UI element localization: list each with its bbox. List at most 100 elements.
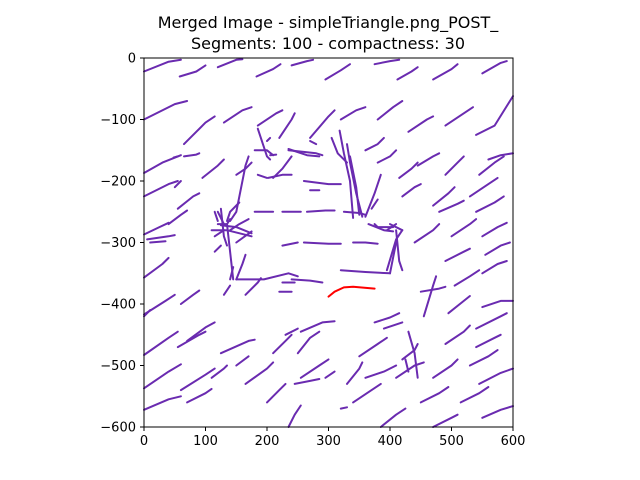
segment-line (339, 106, 367, 121)
segment-line (339, 406, 348, 410)
segment-line (432, 63, 459, 81)
segment-line (143, 155, 179, 174)
segment-line (183, 152, 201, 158)
segment-line (481, 221, 508, 238)
segment-line (235, 355, 250, 367)
segment-line (382, 321, 404, 330)
segment-line (146, 234, 176, 241)
segment-line (201, 158, 225, 179)
segment-line (272, 155, 293, 179)
segment-line (419, 285, 447, 293)
segment-line (484, 241, 511, 256)
segment-line (173, 180, 182, 189)
segment-line (475, 333, 502, 349)
segment-line (219, 338, 256, 355)
segment-line (444, 324, 471, 345)
segment-line (475, 95, 514, 136)
segment-line (256, 173, 268, 179)
segment-line (373, 58, 401, 66)
segment-line (413, 223, 441, 244)
plot-frame (143, 57, 514, 428)
segment-line (229, 155, 250, 222)
segment-line (179, 367, 216, 392)
segment-line (338, 129, 355, 219)
segment-line (364, 364, 398, 379)
segment-line (290, 58, 315, 67)
segment-line (186, 321, 216, 342)
segment-line (226, 201, 241, 222)
segment-line (143, 256, 170, 279)
segment-line (302, 241, 342, 245)
segment-line (438, 199, 465, 213)
segment-line (284, 327, 299, 336)
x-tick-label: 200 (255, 434, 280, 449)
segment-line (481, 260, 508, 275)
segment-line (226, 223, 235, 281)
segment-line (213, 210, 219, 222)
segment-line (216, 210, 225, 226)
segment-line (253, 149, 275, 157)
segment-line (444, 106, 474, 127)
segment-line (143, 58, 182, 73)
segment-line (309, 140, 318, 146)
chart-subtitle: Segments: 100 - compactness: 30 (191, 34, 465, 53)
segment-line (179, 289, 201, 305)
segment-line (444, 247, 471, 262)
segment-line (324, 63, 351, 81)
segment-line (432, 186, 456, 207)
segment-line (266, 382, 287, 404)
segment-line (256, 127, 272, 161)
segment-line (299, 358, 330, 379)
y-tick-label: −100 (100, 113, 136, 128)
x-tick-label: 400 (378, 434, 403, 449)
highlight-segment (327, 285, 376, 298)
segment-line (222, 284, 232, 296)
segment-line (213, 229, 225, 238)
segment-line (389, 241, 398, 275)
segment-line (447, 295, 471, 315)
segment-line (143, 221, 170, 236)
segment-line (376, 149, 398, 164)
y-tick-label: 0 (128, 52, 136, 67)
segment-line (143, 395, 182, 411)
segment-line (432, 358, 459, 379)
y-tick-label: −600 (100, 421, 136, 436)
segment-line (309, 109, 336, 139)
segment-line (475, 195, 505, 213)
segment-line (302, 180, 342, 186)
segment-line (210, 364, 228, 379)
segment-line (364, 136, 385, 152)
y-tick-label: −500 (100, 359, 136, 374)
segment-line (176, 330, 207, 349)
segment-line (235, 272, 299, 281)
segment-line (216, 58, 244, 69)
segment-line (346, 143, 364, 218)
segment-line (176, 192, 201, 210)
segment-line (407, 330, 419, 379)
segment-line (266, 136, 272, 142)
segment-line (287, 404, 302, 428)
x-tick-label: 0 (140, 434, 148, 449)
segment-line (339, 269, 391, 275)
x-tick-label: 500 (439, 434, 464, 449)
segment-line (281, 241, 299, 247)
segment-line (395, 229, 404, 272)
x-axis: 0 100 200 300 400 500 600 (140, 427, 525, 449)
segment-line (407, 115, 435, 133)
segment-line (183, 115, 216, 146)
segment-line (213, 244, 222, 253)
segment-line (376, 100, 404, 121)
segment-line (419, 386, 450, 404)
segment-line (256, 109, 284, 127)
segment-line (478, 367, 514, 385)
segment-line (401, 183, 422, 198)
segment-line (450, 218, 478, 238)
segment-line (367, 223, 395, 233)
segment-line (186, 387, 213, 404)
segment-line (404, 358, 410, 373)
segment-line (244, 277, 262, 296)
segment-line (358, 336, 388, 358)
segment-line (385, 223, 398, 232)
segment-line (324, 370, 336, 379)
